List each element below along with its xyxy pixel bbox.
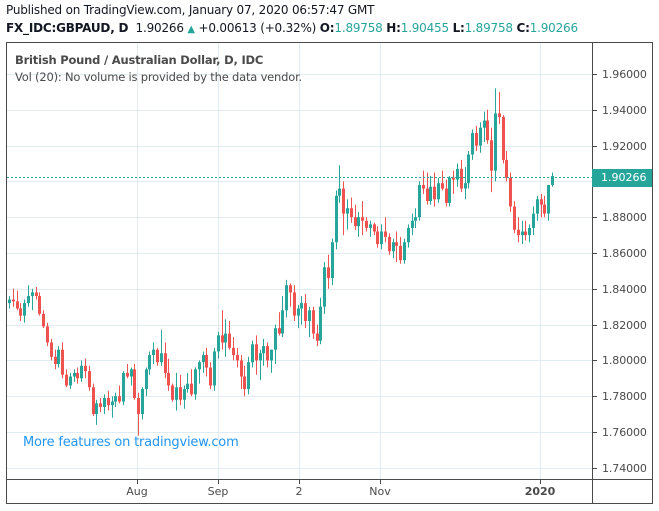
symbol-quote-line: FX_IDC:GBPAUD, D 1.90266 ▲ +0.00613 (+0.… (6, 21, 578, 35)
price-tick-label: 1.96000 (602, 67, 647, 81)
series-legend-title[interactable]: British Pound / Australian Dollar, D, ID… (15, 53, 264, 67)
chart-frame (6, 42, 653, 504)
volume-legend[interactable]: Vol (20): No volume is provided by the d… (15, 70, 303, 84)
price-tick-label: 1.74000 (602, 461, 647, 475)
up-triangle-icon: ▲ (187, 24, 195, 35)
price-tick-label: 1.88000 (602, 210, 647, 224)
high-value: 1.90455 (400, 21, 449, 35)
close-value: 1.90266 (529, 21, 578, 35)
time-tick-label: Nov (369, 485, 391, 498)
time-tick-label: 2020 (524, 485, 556, 498)
time-tick-label: Sep (207, 485, 229, 498)
axis-ticks (137, 74, 597, 484)
open-label: O: (319, 21, 335, 35)
price-tick-label: 1.92000 (602, 139, 647, 153)
published-line: Published on TradingView.com, January 07… (6, 3, 375, 17)
price-tick-label: 1.78000 (602, 389, 647, 403)
symbol-label[interactable]: FX_IDC:GBPAUD, D (6, 21, 129, 35)
price-tick-label: 1.82000 (602, 318, 647, 332)
price-tick-label: 1.76000 (602, 425, 647, 439)
high-label: H: (386, 21, 401, 35)
last-price-label: 1.90266 (592, 168, 652, 187)
price-tick-label: 1.84000 (602, 282, 647, 296)
price-tick-label: 1.94000 (602, 103, 647, 117)
low-value: 1.89758 (464, 21, 513, 35)
open-value: 1.89758 (334, 21, 383, 35)
low-label: L: (452, 21, 465, 35)
close-label: C: (516, 21, 530, 35)
promo-link[interactable]: More features on tradingview.com (23, 435, 239, 450)
price-tick-label: 1.80000 (602, 353, 647, 367)
price-change: +0.00613 (+0.32%) (198, 21, 317, 35)
time-tick-label: 2 (295, 485, 303, 498)
price-tick-label: 1.86000 (602, 246, 647, 260)
candles (8, 88, 554, 436)
last-price: 1.90266 (135, 21, 184, 35)
time-tick-label: Aug (126, 485, 148, 498)
